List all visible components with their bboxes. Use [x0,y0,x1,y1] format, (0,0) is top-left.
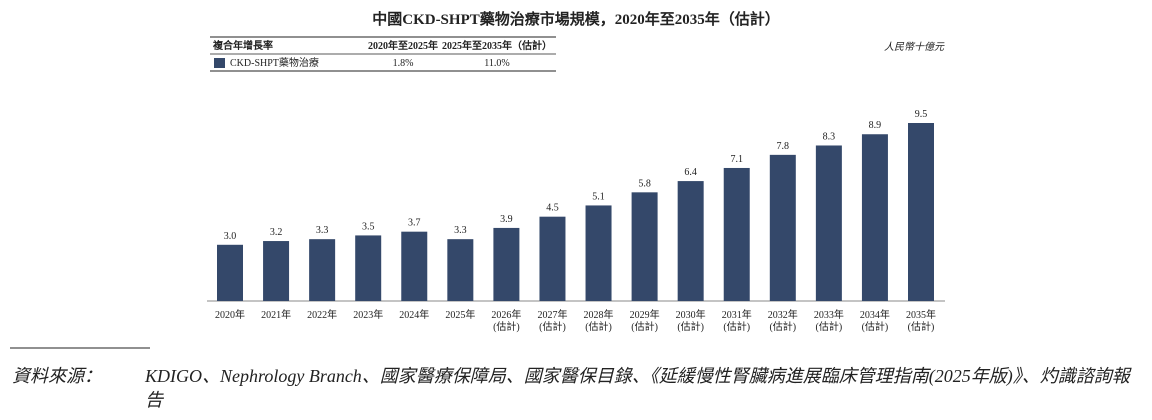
table-header: 2020年至2025年 [368,39,438,52]
x-tick-label: (估計) [631,320,658,333]
value-label: 6.4 [684,167,697,178]
bar [861,134,888,301]
bar [217,244,243,301]
value-label: 5.1 [592,191,605,202]
unit-label: 人民幣十億元 [884,41,945,53]
value-label: 3.0 [224,231,237,242]
x-tick-label: 2029年 [630,308,660,321]
value-label: 4.5 [546,203,559,214]
x-tick-label: 2033年 [814,308,844,321]
x-tick-label: (估計) [539,320,566,333]
x-tick-label: (估計) [585,320,612,333]
bar [585,205,612,301]
x-tick-label: 2020年 [215,308,245,321]
x-tick-label: 2025年 [445,308,475,321]
x-tick-label: 2023年 [353,308,383,321]
x-tick-label: 2028年 [584,308,614,321]
x-tick-label: 2021年 [261,308,291,321]
bar [908,123,934,301]
value-label: 7.8 [777,141,790,152]
table-cell: 1.8% [393,58,414,69]
source-label: 資料來源： [12,366,102,386]
x-tick-label: (估計) [769,320,796,333]
bar [355,235,382,301]
legend-swatch [214,58,225,68]
bar [447,239,474,301]
x-tick-label: (估計) [677,320,704,333]
bar [401,231,428,301]
bar [677,181,704,301]
value-label: 8.3 [823,131,836,142]
table-cell: CKD-SHPT藥物治療 [230,56,319,69]
x-tick-label: (估計) [493,320,520,333]
value-label: 3.7 [408,218,421,229]
value-label: 9.5 [915,109,928,120]
x-tick-label: (估計) [723,320,750,333]
value-label: 3.3 [454,225,467,236]
x-tick-label: 2022年 [307,308,337,321]
x-tick-label: 2026年 [491,308,521,321]
bar [539,216,566,301]
x-tick-label: 2031年 [722,308,752,321]
value-label: 8.9 [869,120,882,131]
table-header: 2025年至2035年（估計） [442,39,552,52]
x-tick-label: (估計) [816,320,843,333]
value-label: 3.5 [362,221,375,232]
bar [631,192,658,301]
x-tick-label: 2034年 [860,308,890,321]
value-label: 3.9 [500,214,513,225]
bar [309,239,336,301]
table-header: 複合年增長率 [212,39,273,52]
bar [769,154,796,301]
value-label: 7.1 [730,154,743,165]
bar [815,145,842,301]
table-cell: 11.0% [484,58,509,69]
value-label: 5.8 [638,178,651,189]
x-tick-label: 2027年 [537,308,567,321]
x-tick-label: 2024年 [399,308,429,321]
source-text: KDIGO、Nephrology Branch、國家醫療保障局、國家醫保目錄、《… [145,366,1130,410]
x-tick-label: (估計) [862,320,889,333]
bar [493,227,520,301]
x-tick-label: (估計) [908,320,935,333]
x-tick-label: 2035年 [906,308,936,321]
value-label: 3.3 [316,225,329,236]
x-tick-label: 2030年 [676,308,706,321]
value-label: 3.2 [270,227,283,238]
x-tick-label: 2032年 [768,308,798,321]
chart-title: 中國CKD-SHPT藥物治療市場規模，2020年至2035年（估計） [372,10,780,28]
bar [723,167,750,301]
bar [263,241,290,301]
